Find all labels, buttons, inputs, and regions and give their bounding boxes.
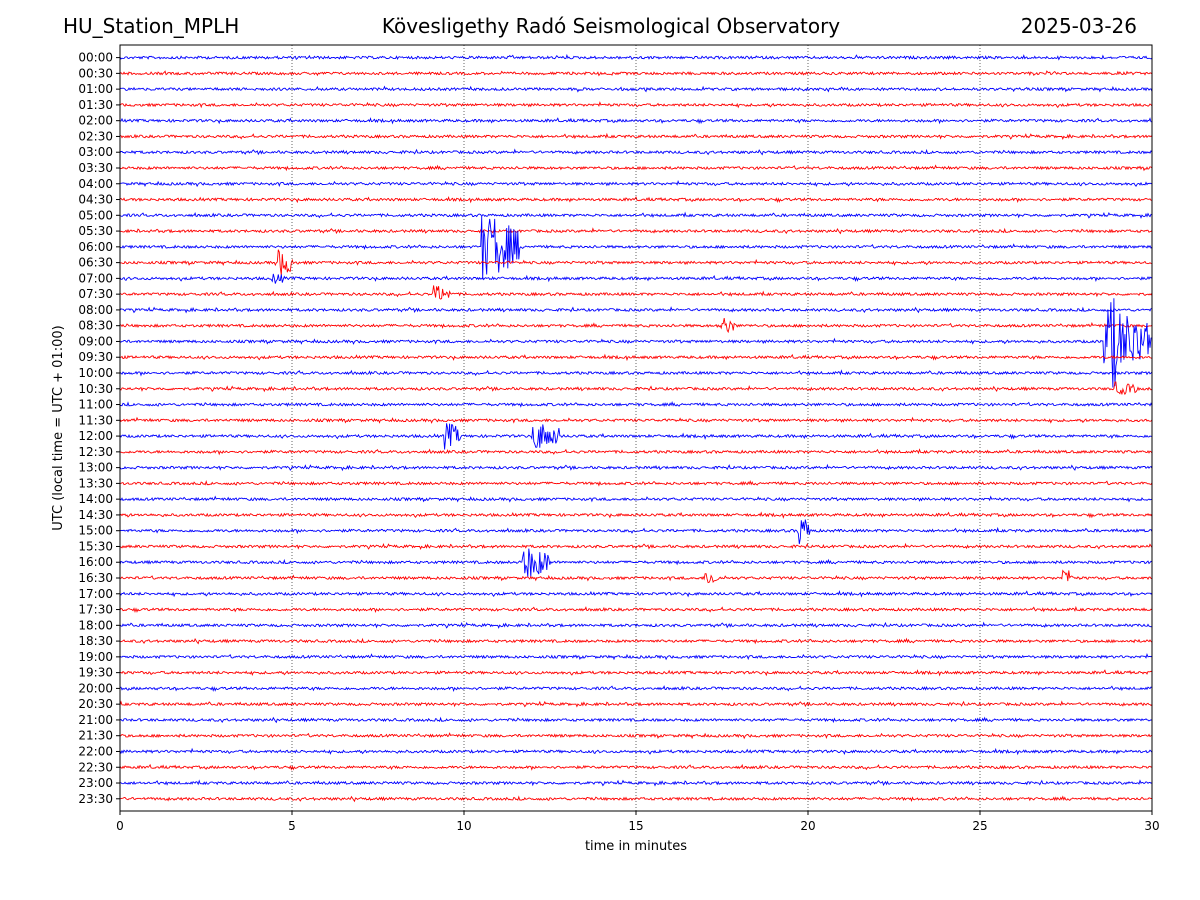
chart-title: Kövesligethy Radó Seismological Observat…	[381, 14, 841, 38]
trace-1700	[119, 590, 1153, 598]
y-tick-label: 12:30	[78, 445, 113, 459]
trace-1400	[119, 495, 1153, 503]
y-tick-label: 11:30	[78, 413, 113, 427]
grid-lines	[291, 45, 981, 811]
trace-1100	[120, 401, 1153, 408]
trace-1300	[119, 463, 1153, 472]
trace-1030	[119, 381, 1153, 396]
trace-1430	[119, 511, 1153, 519]
trace-0030	[119, 70, 1153, 77]
y-tick-label: 04:00	[78, 177, 113, 191]
x-tick-label: 10	[456, 819, 471, 833]
y-tick-label: 19:30	[78, 666, 113, 680]
trace-group	[119, 53, 1153, 803]
x-tick-label: 15	[628, 819, 643, 833]
y-tick-label: 03:30	[78, 161, 113, 175]
y-tick-label: 12:00	[78, 429, 113, 443]
y-tick-label: 05:30	[78, 224, 113, 238]
x-axis-label: time in minutes	[585, 839, 687, 854]
y-tick-label: 04:30	[78, 193, 113, 207]
y-tick-label: 13:00	[78, 461, 113, 475]
y-tick-label: 17:30	[78, 603, 113, 617]
y-tick-label: 22:30	[78, 760, 113, 774]
y-tick-label: 17:00	[78, 587, 113, 601]
y-tick-label: 08:00	[78, 303, 113, 317]
y-tick-label: 22:00	[78, 744, 113, 758]
trace-0330	[119, 164, 1153, 172]
y-tick-label: 21:30	[78, 729, 113, 743]
trace-1200	[119, 423, 1153, 450]
y-tick-label: 16:00	[78, 555, 113, 569]
y-tick-label: 03:00	[78, 145, 113, 159]
trace-2030	[119, 700, 1153, 708]
x-tick-label: 30	[1144, 819, 1159, 833]
trace-0630	[119, 249, 1153, 276]
y-tick-label: 23:00	[78, 776, 113, 790]
y-tick-label: 08:30	[78, 319, 113, 333]
y-tick-label: 20:30	[78, 697, 113, 711]
x-tick-label: 20	[800, 819, 815, 833]
y-tick-label: 10:30	[78, 382, 113, 396]
y-tick-label: 21:00	[78, 713, 113, 727]
trace-0230	[120, 132, 1153, 140]
y-tick-label: 00:30	[78, 66, 113, 80]
y-tick-label: 07:00	[78, 271, 113, 285]
y-tick-label: 13:30	[78, 476, 113, 490]
y-tick-label: 02:00	[78, 114, 113, 128]
chart-date: 2025-03-26	[1020, 14, 1137, 38]
y-tick-label: 11:00	[78, 398, 113, 412]
y-tick-label: 20:00	[78, 681, 113, 695]
x-tick-label: 0	[116, 819, 124, 833]
y-tick-label: 07:30	[78, 287, 113, 301]
trace-2000	[119, 685, 1153, 692]
trace-0700	[119, 273, 1153, 284]
y-tick-label: 09:00	[78, 334, 113, 348]
trace-1900	[119, 653, 1153, 661]
y-tick-label: 18:00	[78, 618, 113, 632]
y-tick-label: 15:30	[78, 539, 113, 553]
y-tick-label: 23:30	[78, 792, 113, 806]
y-tick-label: 06:30	[78, 256, 113, 270]
station-name: HU_Station_MPLH	[63, 14, 240, 38]
trace-1630	[119, 569, 1153, 584]
x-tick-label: 25	[972, 819, 987, 833]
x-axis: 0 5 10 15 20 25 30	[116, 811, 1160, 833]
y-tick-label: 01:30	[78, 98, 113, 112]
trace-0100	[119, 85, 1153, 93]
y-tick-label: 16:30	[78, 571, 113, 585]
y-tick-label: 05:00	[78, 208, 113, 222]
trace-0430	[119, 195, 1153, 204]
y-tick-label: 06:00	[78, 240, 113, 254]
y-tick-label: 18:30	[78, 634, 113, 648]
trace-1800	[119, 621, 1153, 629]
y-tick-label: 14:30	[78, 508, 113, 522]
trace-0830	[120, 318, 1153, 334]
y-tick-label: 09:30	[78, 350, 113, 364]
y-tick-label: 00:00	[78, 51, 113, 65]
trace-0130	[119, 101, 1153, 109]
x-tick-label: 5	[288, 819, 296, 833]
y-tick-label: 02:30	[78, 129, 113, 143]
y-tick-label: 14:00	[78, 492, 113, 506]
y-tick-label: 01:00	[78, 82, 113, 96]
y-tick-label: 19:00	[78, 650, 113, 664]
y-axis-label: UTC (local time = UTC + 01:00)	[51, 325, 66, 530]
y-tick-label: 15:00	[78, 524, 113, 538]
trace-1000	[119, 369, 1153, 377]
y-tick-label: 10:00	[78, 366, 113, 380]
